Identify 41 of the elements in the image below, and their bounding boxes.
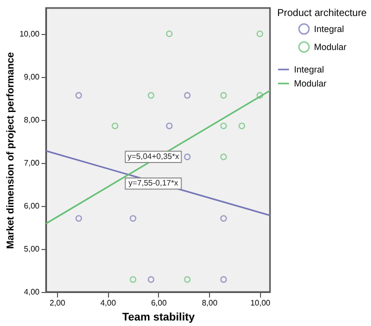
point <box>148 276 154 283</box>
legend-title: Product architecture <box>277 8 368 19</box>
x-tick-label: 8,00 <box>202 298 218 308</box>
y-tick-label: 5,00 <box>24 244 40 254</box>
legend-label: Integral <box>314 24 344 34</box>
y-tick-label: 7,00 <box>24 158 40 168</box>
y-axis-title: Market dimension of project performance <box>5 52 16 249</box>
point <box>130 276 136 283</box>
point <box>184 276 191 283</box>
point <box>256 92 264 99</box>
legend-label: Integral <box>294 64 324 74</box>
point <box>220 92 227 99</box>
y-tick-label: 9,00 <box>24 72 40 82</box>
point <box>220 122 227 130</box>
x-tick-label: 2,00 <box>50 298 66 308</box>
point <box>184 154 191 160</box>
point <box>184 92 191 99</box>
point <box>166 122 173 130</box>
point <box>75 92 82 99</box>
y-tick-label: 8,00 <box>24 115 40 124</box>
y-tick-label: 10,00 <box>19 29 40 38</box>
x-tick-label: 4,00 <box>100 298 116 308</box>
point <box>130 215 136 222</box>
x-tick-label: 10,00 <box>250 298 271 308</box>
point <box>75 215 82 222</box>
annotation: y=7,55-0,17*x <box>128 178 178 188</box>
legend-label: Modular <box>314 42 347 52</box>
point <box>256 30 264 38</box>
annotation: y=5,04+0,35*x <box>128 152 180 161</box>
point <box>148 92 154 99</box>
y-tick-label: 4,00 <box>24 288 40 296</box>
x-tick-label: 6,00 <box>151 298 168 308</box>
point <box>166 30 173 38</box>
point <box>220 276 227 283</box>
point <box>220 215 227 222</box>
legend-label: Modular <box>294 78 327 88</box>
x-axis-title: Team stability <box>122 312 196 324</box>
point <box>220 154 227 160</box>
point <box>238 122 246 130</box>
y-tick-label: 6,00 <box>24 201 40 210</box>
point <box>112 122 118 130</box>
